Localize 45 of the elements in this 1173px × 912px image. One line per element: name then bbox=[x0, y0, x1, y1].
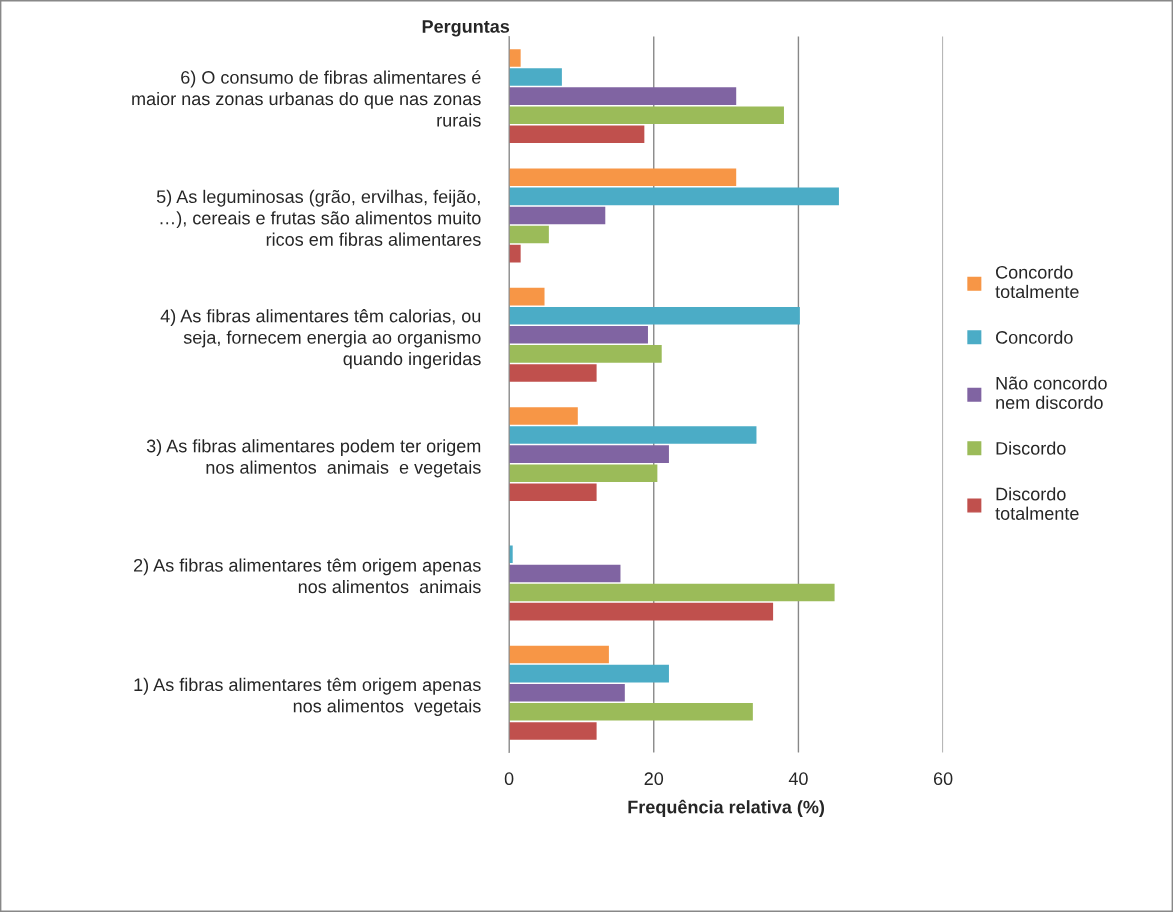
y-tick-label: 4) As fibras alimentares têm calorias, ou seja, fornecem energia ao organismo quando ingeridas bbox=[160, 309, 481, 369]
bar bbox=[509, 306, 800, 325]
bar bbox=[509, 602, 774, 621]
bar bbox=[509, 464, 658, 482]
bar bbox=[509, 683, 625, 702]
y-tick-label: 3) As fibras alimentares podem ter origem nos alimentos animais e vegetais bbox=[146, 439, 481, 478]
y-tick-label: 5) As leguminosas (grão, ervilhas, feijão, …), cereais e frutas são alimentos muito ricos em fibras alimentares bbox=[156, 189, 481, 246]
bar bbox=[509, 125, 645, 144]
bar bbox=[509, 645, 609, 664]
bar bbox=[509, 364, 597, 382]
x-tick-label: 60 bbox=[933, 772, 953, 786]
bar bbox=[509, 49, 521, 67]
bar bbox=[509, 206, 606, 225]
bar bbox=[509, 168, 737, 187]
bar bbox=[509, 664, 669, 683]
y-tick-label: 6) O consumo de fibras alimentares é maior nas zonas urbanas do que nas zonas rurais bbox=[132, 70, 481, 127]
bar bbox=[509, 87, 737, 105]
y-tick-label: 1) As fibras alimentares têm origem apenas nos alimentos vegetais bbox=[134, 677, 481, 717]
bar bbox=[509, 703, 753, 721]
legend-label: Não concordo nem discordo bbox=[996, 376, 1107, 410]
legend-label: Discordo totalmente bbox=[995, 487, 1079, 520]
x-axis-title: Frequência relativa (%) bbox=[628, 799, 825, 818]
bar bbox=[509, 445, 669, 463]
y-axis-title: Perguntas bbox=[422, 20, 510, 37]
bar bbox=[509, 483, 597, 502]
bar bbox=[509, 225, 549, 244]
bar bbox=[509, 244, 521, 263]
bar bbox=[509, 426, 757, 444]
legend-label: Discordo bbox=[996, 441, 1066, 455]
x-tick-label: 0 bbox=[504, 772, 514, 786]
legend-label: Concordo bbox=[996, 330, 1073, 344]
bar bbox=[509, 583, 835, 602]
bar bbox=[509, 722, 597, 740]
bar bbox=[509, 345, 662, 363]
bar bbox=[509, 564, 621, 583]
bar bbox=[509, 187, 839, 206]
bar bbox=[509, 407, 578, 425]
x-tick-label: 20 bbox=[644, 772, 664, 786]
bar bbox=[509, 106, 784, 125]
legend-label: Concordo totalmente bbox=[995, 265, 1079, 299]
bar bbox=[509, 68, 562, 86]
bar bbox=[509, 326, 648, 344]
y-tick-label: 2) As fibras alimentares têm origem apenas nos alimentos animais bbox=[134, 558, 481, 594]
x-tick-label: 40 bbox=[788, 772, 808, 786]
bar bbox=[509, 287, 545, 306]
